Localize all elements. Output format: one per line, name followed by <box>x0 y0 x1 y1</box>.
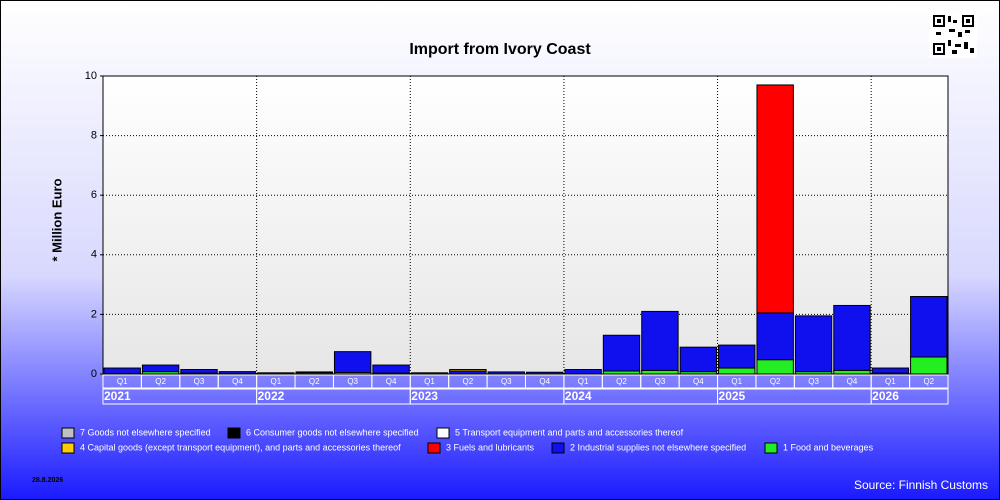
y-tick-label: 0 <box>91 368 97 380</box>
bar-segment <box>871 367 910 374</box>
legend-label: 7 Goods not elsewhere specified <box>80 427 211 437</box>
x-tick-label: Q1 <box>578 377 589 386</box>
bar-segment <box>718 344 756 369</box>
year-label: 2024 <box>565 389 592 403</box>
bar-segment <box>679 346 718 373</box>
y-tick-label: 4 <box>91 249 97 261</box>
y-tick-label: 8 <box>91 130 97 142</box>
bar-segment <box>641 369 679 375</box>
legend-label: 3 Fuels and lubricants <box>446 442 535 452</box>
bar-segment <box>218 371 257 374</box>
y-axis-label: * Million Euro <box>49 178 64 261</box>
bar-segment <box>910 356 948 375</box>
x-tick-label: Q1 <box>885 377 896 386</box>
legend-swatch <box>764 442 778 454</box>
x-tick-label: Q2 <box>309 377 320 386</box>
x-tick-label: Q3 <box>347 377 358 386</box>
chart-title: Import from Ivory Coast <box>409 41 591 58</box>
y-tick-label: 6 <box>91 189 97 201</box>
year-label: 2022 <box>258 389 285 403</box>
bar-segment <box>526 371 564 375</box>
x-tick-label: Q4 <box>847 377 858 386</box>
bar-segment <box>295 371 333 374</box>
bar-segment <box>410 372 449 375</box>
x-tick-label: Q4 <box>232 377 243 386</box>
x-tick-label: Q3 <box>194 377 205 386</box>
x-tick-label: Q2 <box>616 377 627 386</box>
year-label: 2023 <box>411 389 438 403</box>
x-tick-label: Q2 <box>155 377 166 386</box>
legend-swatch <box>551 442 565 454</box>
x-tick-label: Q3 <box>808 377 819 386</box>
y-tick-label: 10 <box>85 70 97 82</box>
legend-label: 6 Consumer goods not elsewhere specified <box>246 427 419 437</box>
bar-segment <box>756 84 794 314</box>
legend-swatch <box>61 427 75 439</box>
x-tick-label: Q2 <box>770 377 781 386</box>
bar-segment <box>794 315 833 373</box>
bar-segment <box>718 367 756 375</box>
year-label: 2025 <box>719 389 746 403</box>
x-tick-label: Q1 <box>731 377 742 386</box>
x-tick-label: Q2 <box>923 377 934 386</box>
bar-segment <box>449 369 487 372</box>
bar-segment <box>372 364 410 374</box>
bar-segment <box>756 359 794 375</box>
legend-swatch <box>227 427 241 439</box>
x-tick-label: Q3 <box>655 377 666 386</box>
bar-segment <box>833 369 871 375</box>
y-tick-label: 2 <box>91 308 97 320</box>
x-tick-label: Q3 <box>501 377 512 386</box>
bar-segment <box>141 364 180 373</box>
legend-swatch <box>436 427 450 439</box>
bar-segment <box>487 371 526 375</box>
bar-segment <box>257 372 295 375</box>
x-tick-label: Q4 <box>693 377 704 386</box>
legend-label: 1 Food and beverages <box>783 442 874 452</box>
legend-label: 5 Transport equipment and parts and acce… <box>455 427 684 437</box>
legend-swatch <box>61 442 75 454</box>
bar-segment <box>756 312 794 361</box>
qr-code <box>929 12 977 58</box>
year-label: 2021 <box>104 389 131 403</box>
legend-label: 2 Industrial supplies not elsewhere spec… <box>570 442 746 452</box>
year-cell <box>870 388 949 405</box>
x-tick-label: Q1 <box>117 377 128 386</box>
x-tick-label: Q1 <box>271 377 282 386</box>
bar-segment <box>910 296 948 358</box>
bar-segment <box>641 310 679 371</box>
category-cell <box>909 374 949 389</box>
bar-segment <box>564 369 602 375</box>
bar-segment <box>833 304 871 371</box>
bar-segment <box>103 367 141 374</box>
bar-segment <box>602 334 641 372</box>
x-tick-label: Q4 <box>386 377 397 386</box>
bar-segment <box>180 369 218 374</box>
x-tick-label: Q4 <box>539 377 550 386</box>
bar-segment <box>333 351 372 374</box>
source: Source: Finnish Customs <box>854 478 988 492</box>
x-tick-label: Q2 <box>463 377 474 386</box>
date: 28.8.2026 <box>32 477 63 484</box>
x-tick-label: Q1 <box>424 377 435 386</box>
legend-swatch <box>427 442 441 454</box>
legend-label: 4 Capital goods (except transport equipm… <box>80 442 401 452</box>
year-label: 2026 <box>872 389 899 403</box>
